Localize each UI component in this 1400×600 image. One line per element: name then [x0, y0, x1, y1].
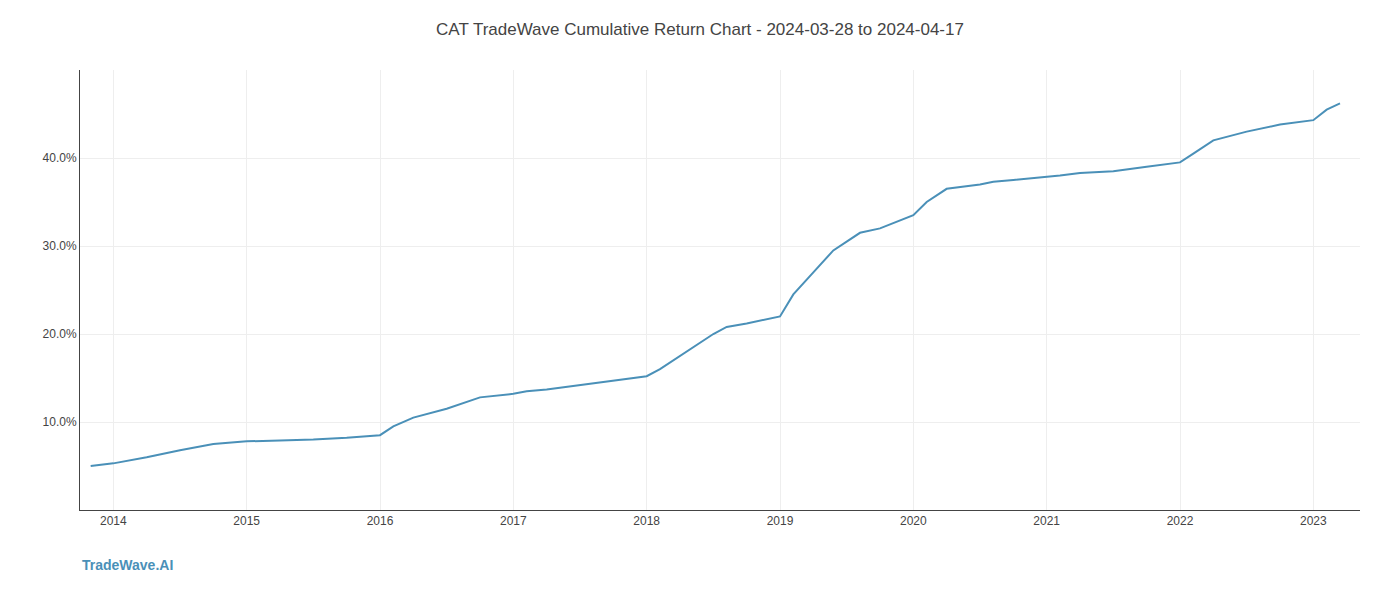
- svg-text:2018: 2018: [633, 514, 660, 528]
- svg-text:10.0%: 10.0%: [43, 415, 77, 429]
- svg-text:CAT TradeWave Cumulative Retur: CAT TradeWave Cumulative Return Chart - …: [436, 20, 964, 39]
- svg-text:2019: 2019: [767, 514, 794, 528]
- svg-text:30.0%: 30.0%: [43, 239, 77, 253]
- svg-text:2020: 2020: [900, 514, 927, 528]
- svg-text:2015: 2015: [233, 514, 260, 528]
- svg-text:2021: 2021: [1033, 514, 1060, 528]
- svg-text:2022: 2022: [1167, 514, 1194, 528]
- svg-text:2014: 2014: [100, 514, 127, 528]
- svg-text:40.0%: 40.0%: [43, 151, 77, 165]
- svg-text:2016: 2016: [367, 514, 394, 528]
- svg-text:TradeWave.AI: TradeWave.AI: [82, 557, 173, 573]
- svg-text:2017: 2017: [500, 514, 527, 528]
- svg-text:20.0%: 20.0%: [43, 327, 77, 341]
- svg-text:2023: 2023: [1300, 514, 1327, 528]
